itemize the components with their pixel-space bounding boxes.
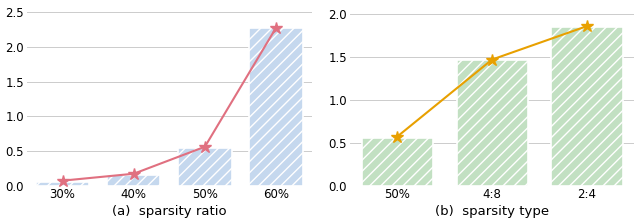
Bar	[456, 60, 527, 185]
Bar	[250, 28, 303, 185]
Bar	[552, 27, 623, 185]
Bar	[107, 175, 161, 185]
X-axis label: (b)  sparsity type: (b) sparsity type	[435, 205, 549, 218]
X-axis label: (a)  sparsity ratio: (a) sparsity ratio	[112, 205, 227, 218]
Bar	[178, 148, 232, 185]
Bar	[36, 182, 89, 185]
Bar	[362, 138, 433, 185]
